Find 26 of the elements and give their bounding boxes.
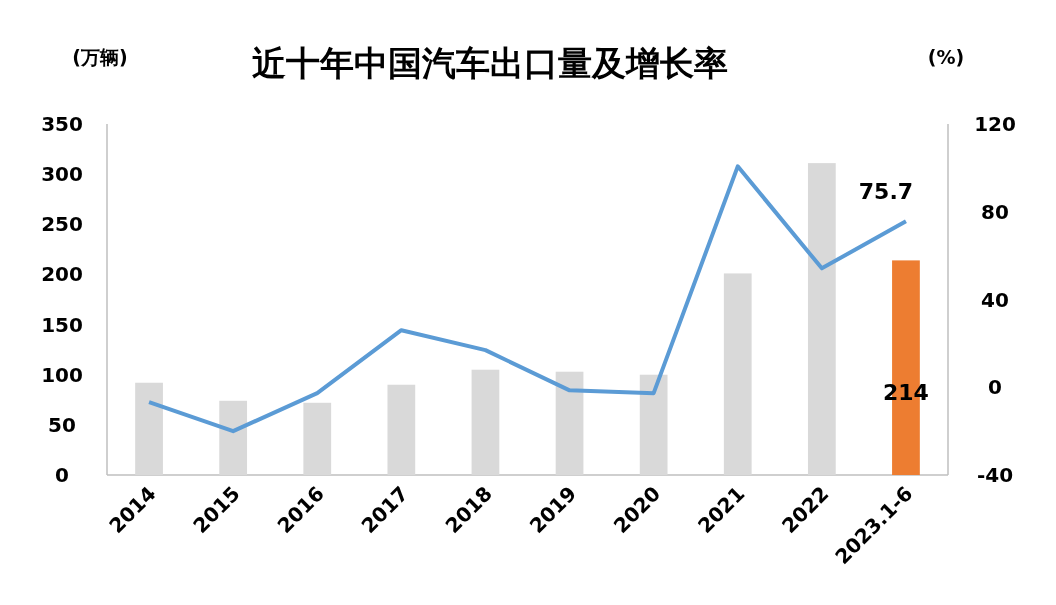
y-tick-label: 150: [41, 312, 83, 337]
y2-tick-label: 120: [974, 112, 1016, 136]
y-tick-label: 100: [41, 362, 83, 387]
y-tick-label: 250: [41, 212, 83, 237]
y-tick-label: 200: [41, 262, 83, 287]
chart-title: 近十年中国汽车出口量及增长率: [252, 43, 728, 83]
bar: [387, 384, 416, 475]
bar: [723, 273, 752, 475]
y-tick-label: 300: [41, 162, 83, 187]
y2-tick-label: 40: [981, 287, 1009, 312]
bar: [555, 371, 584, 475]
y-tick-label: 50: [48, 412, 76, 437]
bar: [219, 400, 248, 475]
bar: [639, 374, 668, 475]
bar: [303, 402, 332, 475]
y-tick-label: 350: [41, 112, 83, 136]
y2-tick-label: 0: [988, 375, 1002, 400]
bar: [135, 382, 163, 475]
bar: [807, 163, 836, 475]
bar: [471, 369, 500, 475]
y-tick-label: 0: [55, 463, 69, 487]
data-label: 75.7: [858, 179, 914, 205]
y2-axis-title: (%): [927, 46, 965, 68]
y2-tick-label: -40: [976, 463, 1014, 487]
y-axis-title: (万辆): [72, 46, 128, 68]
y2-tick-label: 80: [981, 199, 1009, 224]
